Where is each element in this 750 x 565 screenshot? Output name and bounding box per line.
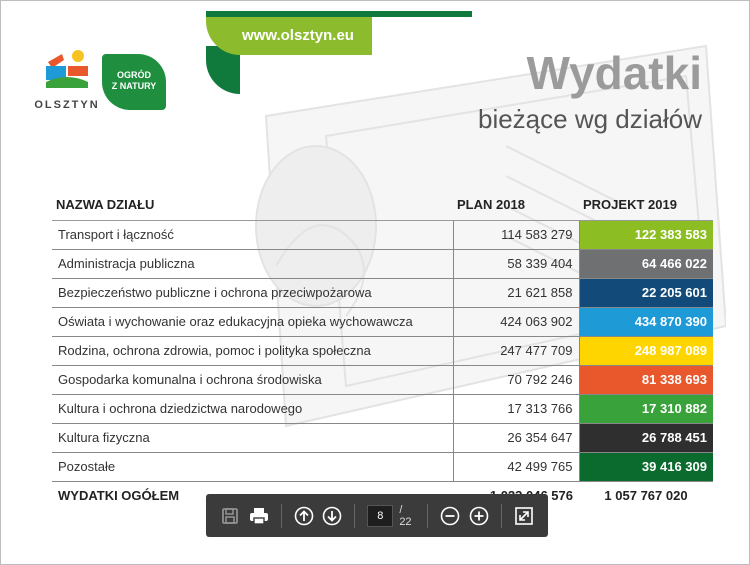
row-project-2019: 122 383 583 [579,220,713,250]
row-project-2019: 64 466 022 [579,249,713,279]
slide-subtitle: bieżące wg działów [477,104,702,134]
row-name: Bezpieczeństwo publiczne i ochrona przec… [52,278,454,308]
row-plan-2018: 58 339 404 [453,249,580,279]
row-plan-2018: 21 621 858 [453,278,580,308]
previous-page-button[interactable] [293,503,315,529]
table-row: Oświata i wychowanie oraz edukacyjna opi… [52,307,713,337]
row-plan-2018: 70 792 246 [453,365,580,395]
fullscreen-icon [514,506,533,525]
olsztyn-logo-text: OLSZTYN [34,99,100,111]
slide: www.olsztyn.eu OLSZTYN OGRÓD Z NATURY Wy… [6,6,746,561]
viewer-toolbar: 8 / 22 [206,494,548,537]
top-accent-bar [206,11,472,17]
next-page-button[interactable] [321,503,343,529]
page-total: / 22 [399,503,412,528]
page-up-icon [294,506,314,525]
table-row: Transport i łączność 114 583 279 122 383 5… [52,220,713,250]
row-project-2019: 17 310 882 [579,394,713,424]
row-name: Transport i łączność [52,220,454,250]
expenses-table: NAZWA DZIAŁU PLAN 2018 PROJEKT 2019 Tran… [52,190,713,510]
header-plan: PLAN 2018 [453,190,579,221]
print-button[interactable] [247,503,269,529]
zoom-in-button[interactable] [467,503,489,529]
slide-title: Wydatki [526,47,702,99]
row-plan-2018: 42 499 765 [453,452,580,482]
fullscreen-button[interactable] [513,503,535,529]
toolbar-separator [500,503,502,528]
table-row: Kultura i ochrona dziedzictwa narodowego… [52,394,713,424]
row-plan-2018: 114 583 279 [453,220,580,250]
toolbar-separator [354,503,356,528]
table-header-row: NAZWA DZIAŁU PLAN 2018 PROJEKT 2019 [52,190,713,221]
row-project-2019: 22 205 601 [579,278,713,308]
row-name: Gospodarka komunalna i ochrona środowisk… [52,365,454,395]
header-project: PROJEKT 2019 [579,190,713,221]
row-project-2019: 39 416 309 [579,452,713,482]
row-name: Administracja publiczna [52,249,454,279]
zoom-out-icon [440,506,460,525]
save-button[interactable] [219,503,241,529]
row-project-2019: 434 870 390 [579,307,713,337]
zoom-in-icon [469,506,488,525]
row-plan-2018: 26 354 647 [453,423,580,453]
row-plan-2018: 424 063 902 [453,307,580,337]
row-name: Pozostałe [52,452,454,482]
total-project: 1 057 767 020 [604,488,688,504]
row-name: Kultura i ochrona dziedzictwa narodowego [52,394,454,424]
save-icon [222,507,238,524]
header-name: NAZWA DZIAŁU [52,190,453,221]
table-row: Rodzina, ochrona zdrowia, pomoc i polity… [52,336,713,366]
print-icon [249,507,268,525]
row-project-2019: 26 788 451 [579,423,713,453]
ogrod-z-natury-logo: OGRÓD Z NATURY [102,54,166,110]
zoom-out-button[interactable] [439,503,461,529]
ogrod-logo-line2: Z NATURY [111,81,157,91]
row-project-2019: 248 987 089 [579,336,713,366]
page-down-icon [322,506,342,525]
toolbar-separator [280,503,282,528]
table-row: Pozostałe 42 499 765 39 416 309 [52,452,713,482]
olsztyn-logo-mark [46,50,88,88]
table-row: Administracja publiczna 58 339 404 64 466 … [52,249,713,279]
website-url: www.olsztyn.eu [206,17,372,55]
table-row: Gospodarka komunalna i ochrona środowisk… [52,365,713,395]
row-project-2019: 81 338 693 [579,365,713,395]
row-name: Kultura fizyczna [52,423,454,453]
olsztyn-logo: OLSZTYN [32,46,102,118]
row-name: Oświata i wychowanie oraz edukacyjna opi… [52,307,454,337]
row-name: Rodzina, ochrona zdrowia, pomoc i polity… [52,336,454,366]
table-row: Bezpieczeństwo publiczne i ochrona przec… [52,278,713,308]
row-plan-2018: 247 477 709 [453,336,580,366]
ogrod-logo-line1: OGRÓD [116,70,151,80]
total-label: WYDATKI OGÓŁEM [58,488,180,504]
table-row: Kultura fizyczna 26 354 647 26 788 451 [52,423,713,453]
page-number-input[interactable]: 8 [367,504,394,527]
row-plan-2018: 17 313 766 [453,394,580,424]
toolbar-separator [427,503,428,528]
